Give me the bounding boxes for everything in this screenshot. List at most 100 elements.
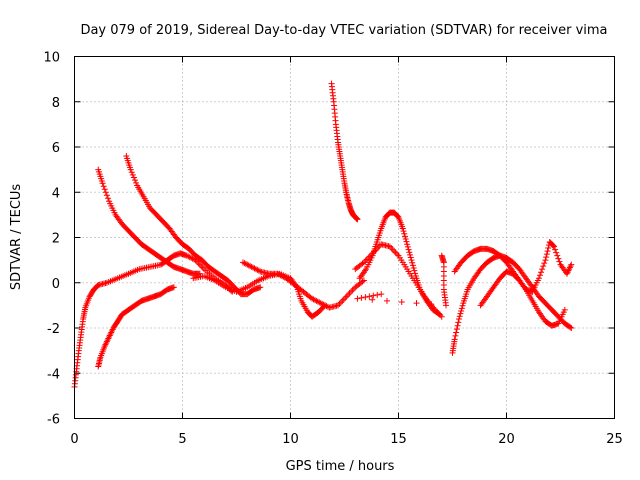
data-point — [394, 213, 401, 220]
data-point — [452, 332, 459, 339]
y-tick-label: -2 — [47, 322, 60, 337]
data-point — [127, 166, 134, 173]
x-tick-label: 5 — [178, 432, 186, 447]
data-point — [545, 245, 552, 252]
series-arc-steep — [328, 80, 361, 223]
data-point — [458, 305, 465, 312]
series-arc-rising-b — [95, 284, 177, 370]
data-point — [443, 302, 450, 309]
data-point — [459, 302, 466, 309]
data-point — [541, 260, 548, 267]
data-point — [401, 233, 408, 240]
data-point — [360, 277, 367, 284]
data-point — [406, 249, 413, 256]
data-point — [170, 284, 177, 291]
data-point — [428, 301, 435, 308]
x-tick-label: 0 — [70, 432, 78, 447]
data-point — [404, 241, 411, 248]
data-point — [405, 246, 412, 253]
data-point — [438, 313, 445, 320]
data-point — [255, 267, 262, 274]
y-tick-label: -6 — [47, 413, 60, 428]
data-point — [359, 278, 366, 285]
data-point — [129, 171, 136, 178]
data-point — [551, 243, 558, 250]
data-point — [131, 177, 138, 184]
data-point — [400, 228, 407, 235]
data-point — [362, 294, 369, 301]
series-arc-middle-b — [239, 259, 367, 311]
data-point — [133, 179, 140, 186]
x-tick-labels: 0 5 10 15 20 25 — [70, 432, 622, 447]
chart-title: Day 079 of 2019, Sidereal Day-to-day VTE… — [80, 23, 607, 38]
data-point — [413, 300, 420, 307]
data-point — [568, 261, 575, 268]
data-point — [402, 236, 409, 243]
data-point — [196, 270, 203, 277]
data-point — [456, 313, 463, 320]
y-tick-label: 0 — [52, 277, 60, 292]
data-point — [383, 297, 390, 304]
data-point — [555, 255, 562, 262]
y-tick-label: 10 — [43, 51, 60, 66]
y-axis-label: SDTVAR / TECUs — [9, 184, 24, 291]
data-point — [535, 275, 542, 282]
x-tick-label: 15 — [390, 432, 407, 447]
data-point — [455, 319, 462, 326]
data-point — [398, 298, 405, 305]
data-point — [257, 284, 264, 291]
data-point — [554, 252, 561, 259]
data-point — [359, 260, 366, 267]
series-arc-late-c — [477, 268, 568, 329]
data-point — [552, 246, 559, 253]
x-axis-label: GPS time / hours — [286, 459, 395, 474]
data-point — [556, 258, 563, 265]
data-point — [130, 174, 137, 181]
data-point — [354, 295, 361, 302]
y-tick-label: 2 — [52, 232, 60, 247]
data-point — [543, 254, 550, 261]
data-point — [567, 324, 574, 331]
x-tick-label: 10 — [282, 432, 299, 447]
y-tick-label: 6 — [52, 141, 60, 156]
data-point — [544, 248, 551, 255]
series-arc-peak-b — [352, 241, 445, 320]
data-point — [543, 251, 550, 258]
data-point — [358, 294, 365, 301]
data-point — [101, 186, 108, 193]
data-point — [366, 293, 373, 300]
data-point — [457, 310, 464, 317]
series-isolated — [354, 252, 450, 309]
data-point — [407, 251, 414, 258]
data-point — [103, 192, 110, 199]
data-point — [104, 195, 111, 202]
data-point — [539, 266, 546, 273]
series-arc-falling-a — [95, 166, 203, 277]
data-point — [451, 336, 458, 343]
data-point — [550, 242, 557, 249]
data-point — [407, 254, 414, 261]
series-arc-falling-b — [123, 153, 264, 298]
data-point — [455, 315, 462, 322]
data-point — [540, 263, 547, 270]
data-point — [454, 322, 461, 329]
data-point — [102, 189, 109, 196]
data-point — [399, 225, 406, 232]
data-point — [542, 257, 549, 264]
y-tick-labels: -6 -4 -2 0 2 4 6 8 10 — [43, 51, 60, 428]
data-point — [99, 180, 106, 187]
data-point — [453, 329, 460, 336]
data-point — [378, 291, 385, 298]
x-tick-label: 20 — [498, 432, 515, 447]
data-point — [561, 306, 568, 313]
data-point — [411, 267, 418, 274]
data-point — [404, 243, 411, 250]
data-point — [458, 308, 465, 315]
data-point — [401, 230, 408, 237]
grid — [74, 56, 615, 419]
data-point — [100, 183, 107, 190]
data-point — [369, 296, 376, 303]
data-point — [409, 259, 416, 266]
